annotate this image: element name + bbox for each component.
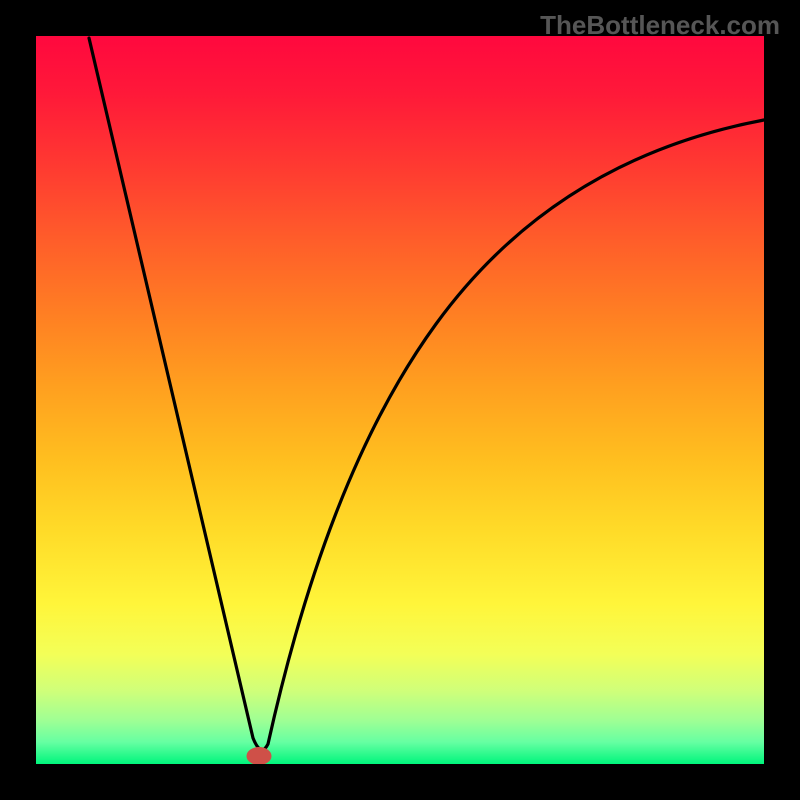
min-marker [247,748,271,765]
plot-area [36,36,764,764]
chart-container: TheBottleneck.com [0,0,800,800]
bottleneck-curve [89,38,764,750]
curve-layer [36,36,764,764]
watermark-text: TheBottleneck.com [540,10,780,41]
